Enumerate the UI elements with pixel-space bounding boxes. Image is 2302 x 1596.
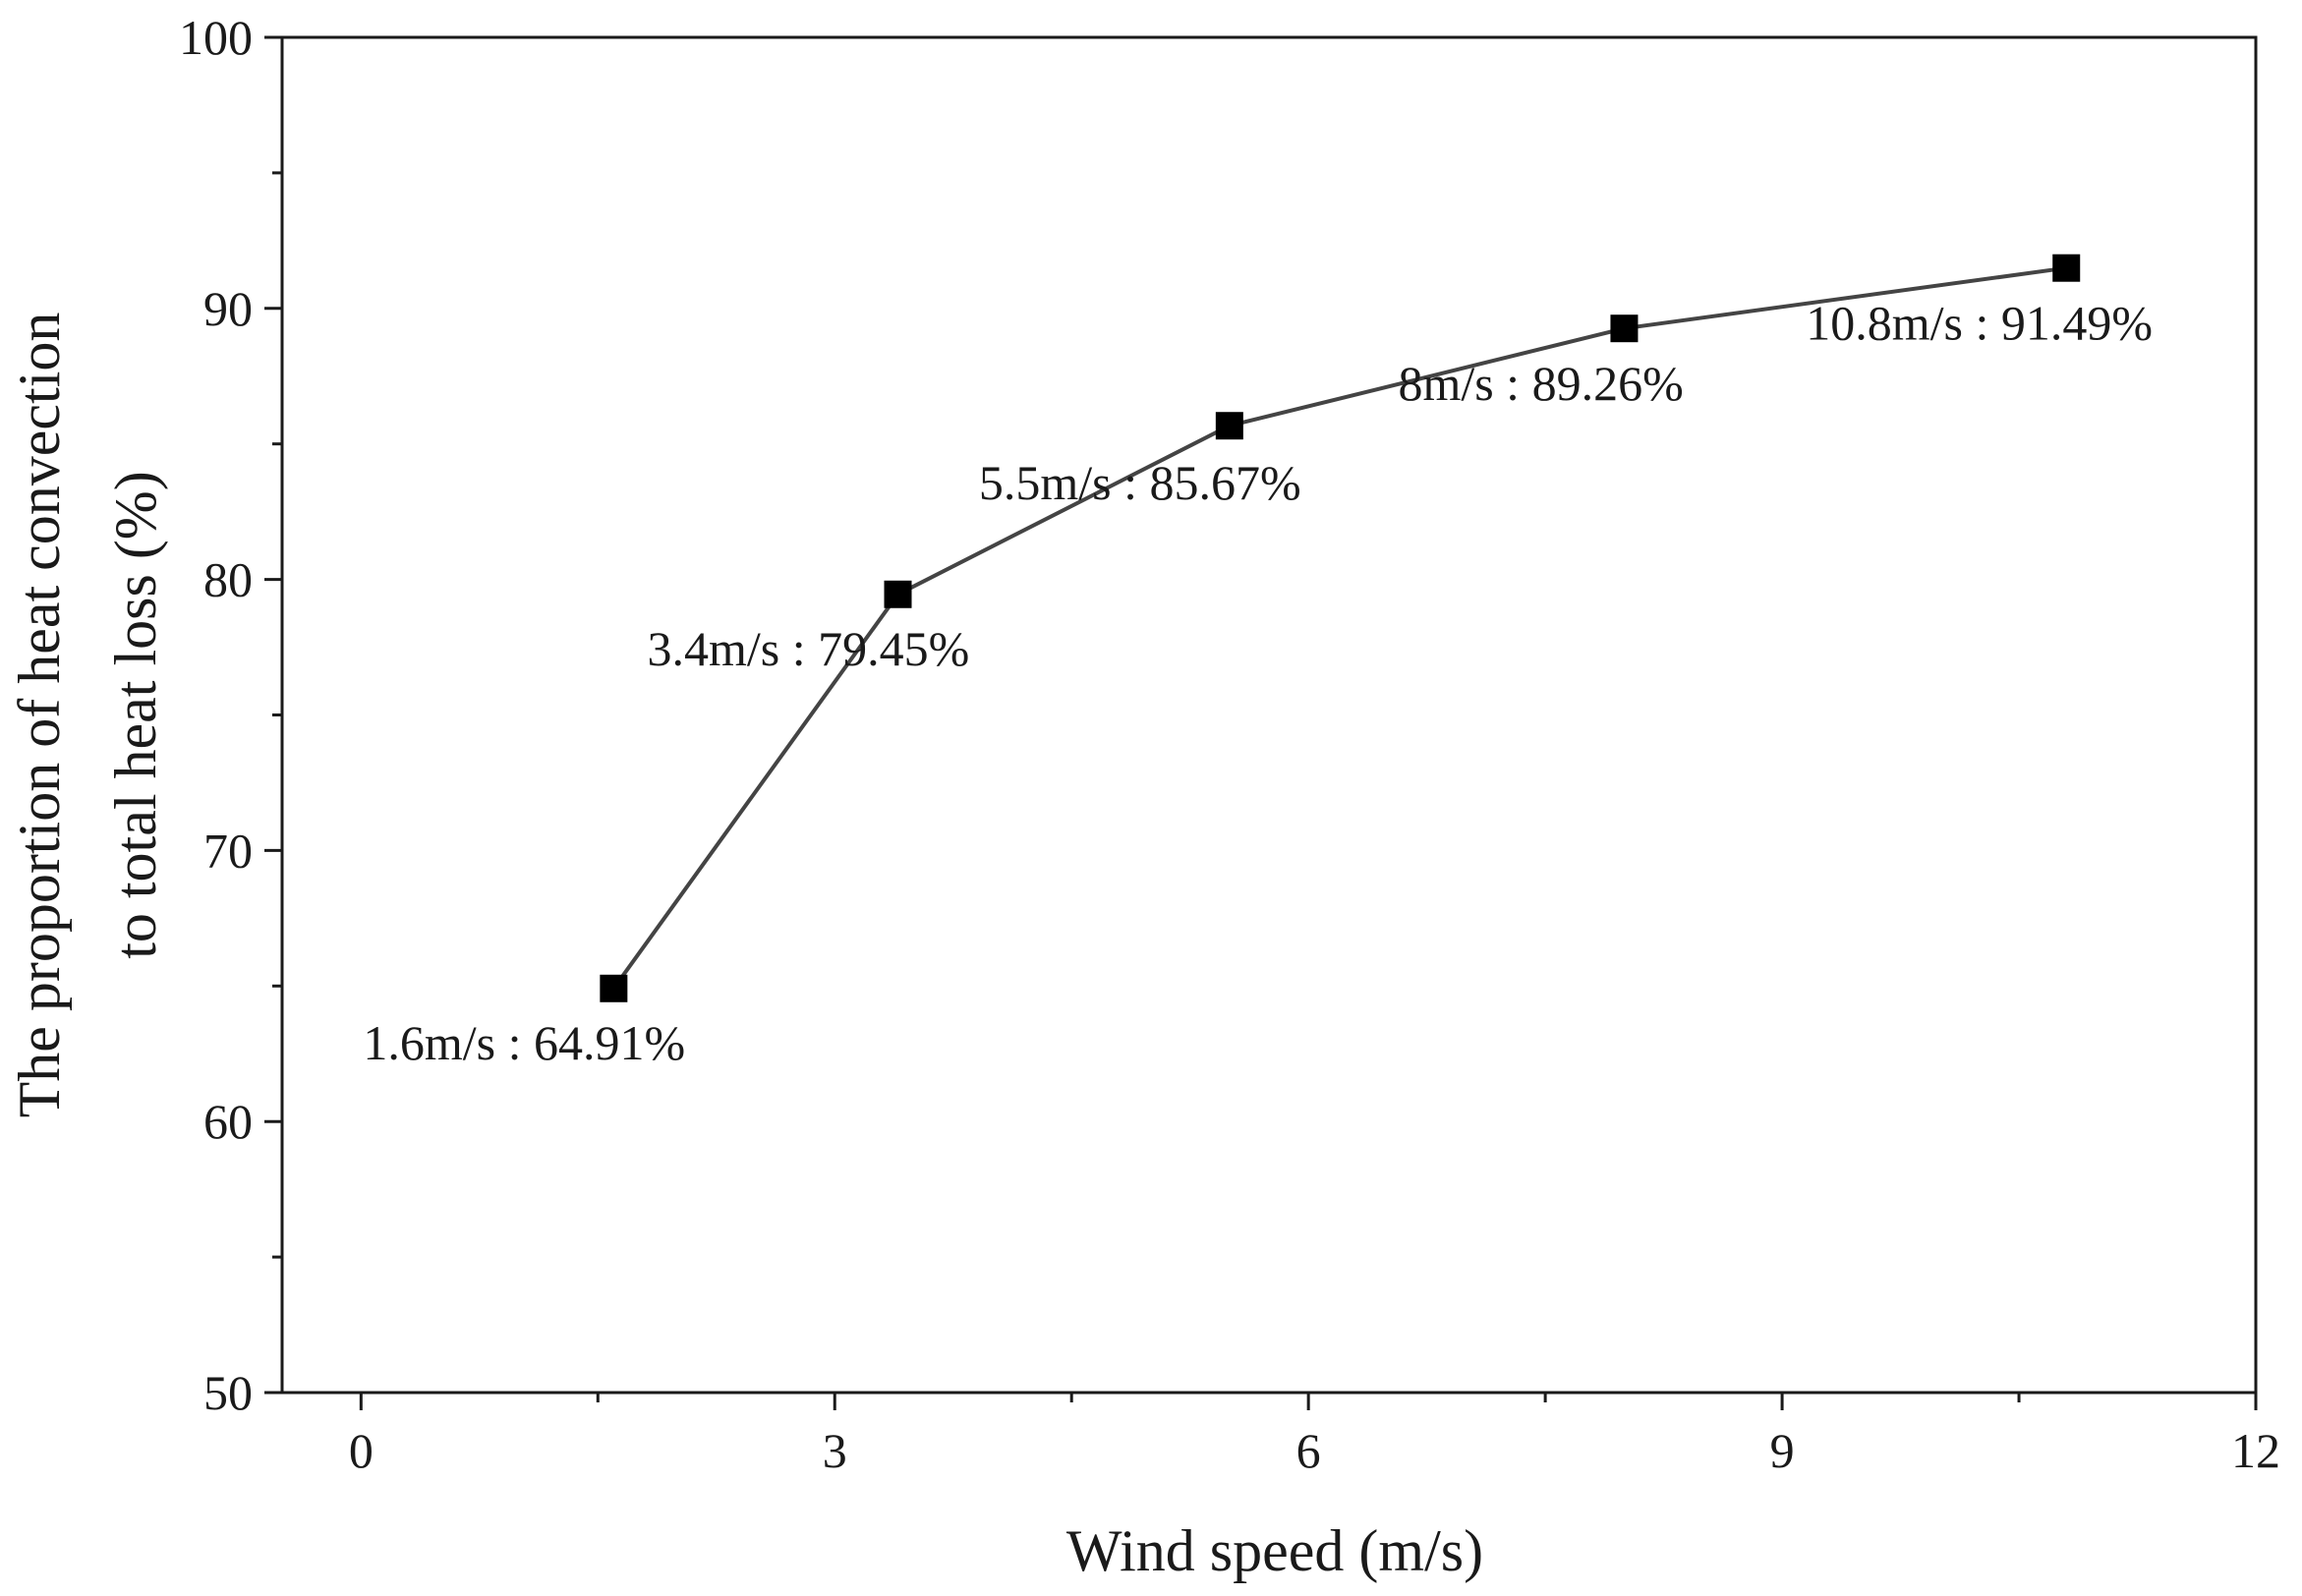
x-tick-label-6: 6 (1296, 1423, 1321, 1478)
axis-ticks (264, 35, 2258, 1410)
x-tick-label-9: 9 (1770, 1423, 1795, 1478)
data-point-label: 8m/s : 89.26% (1398, 356, 1683, 411)
x-tick-label-0: 0 (349, 1423, 374, 1478)
data-markers (600, 254, 2081, 1002)
data-point-label: 3.4m/s : 79.45% (647, 621, 969, 676)
data-point-marker (600, 974, 628, 1002)
y-tick-label-60: 60 (203, 1094, 253, 1149)
y-tick-label-90: 90 (203, 281, 253, 336)
y-axis-title: The proportion of heat convection to tota… (7, 313, 168, 1118)
x-tick-label-12: 12 (2231, 1423, 2280, 1478)
data-point-marker (1610, 314, 1639, 343)
y-axis-title-line-1: The proportion of heat convection (7, 313, 72, 1118)
data-point-marker (884, 580, 912, 608)
y-tick-label-70: 70 (203, 823, 253, 878)
y-tick-label-100: 100 (179, 10, 253, 65)
axis-tick-labels: 0 3 6 9 12 50 60 70 80 90 100 (179, 10, 2280, 1478)
data-point-label: 1.6m/s : 64.91% (363, 1015, 685, 1070)
data-point-label: 10.8m/s : 91.49% (1806, 296, 2153, 351)
x-axis-title: Wind speed (m/s) (1066, 1518, 1483, 1583)
data-point-label: 5.5m/s : 85.67% (979, 455, 1301, 510)
y-tick-label-80: 80 (203, 552, 253, 607)
x-tick-label-3: 3 (823, 1423, 847, 1478)
data-point-marker (1215, 412, 1243, 440)
y-tick-label-50: 50 (203, 1365, 253, 1420)
data-annotations: 1.6m/s : 64.91% 3.4m/s : 79.45% 5.5m/s : 8… (363, 296, 2153, 1070)
y-axis-title-line-2: to total heat loss (%) (103, 471, 168, 959)
data-point-marker (2052, 254, 2081, 282)
